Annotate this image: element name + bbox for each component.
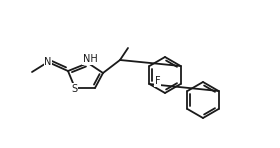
Text: NH: NH	[83, 54, 97, 64]
Text: N: N	[44, 57, 52, 67]
Text: S: S	[71, 84, 77, 94]
Text: F: F	[155, 76, 160, 86]
